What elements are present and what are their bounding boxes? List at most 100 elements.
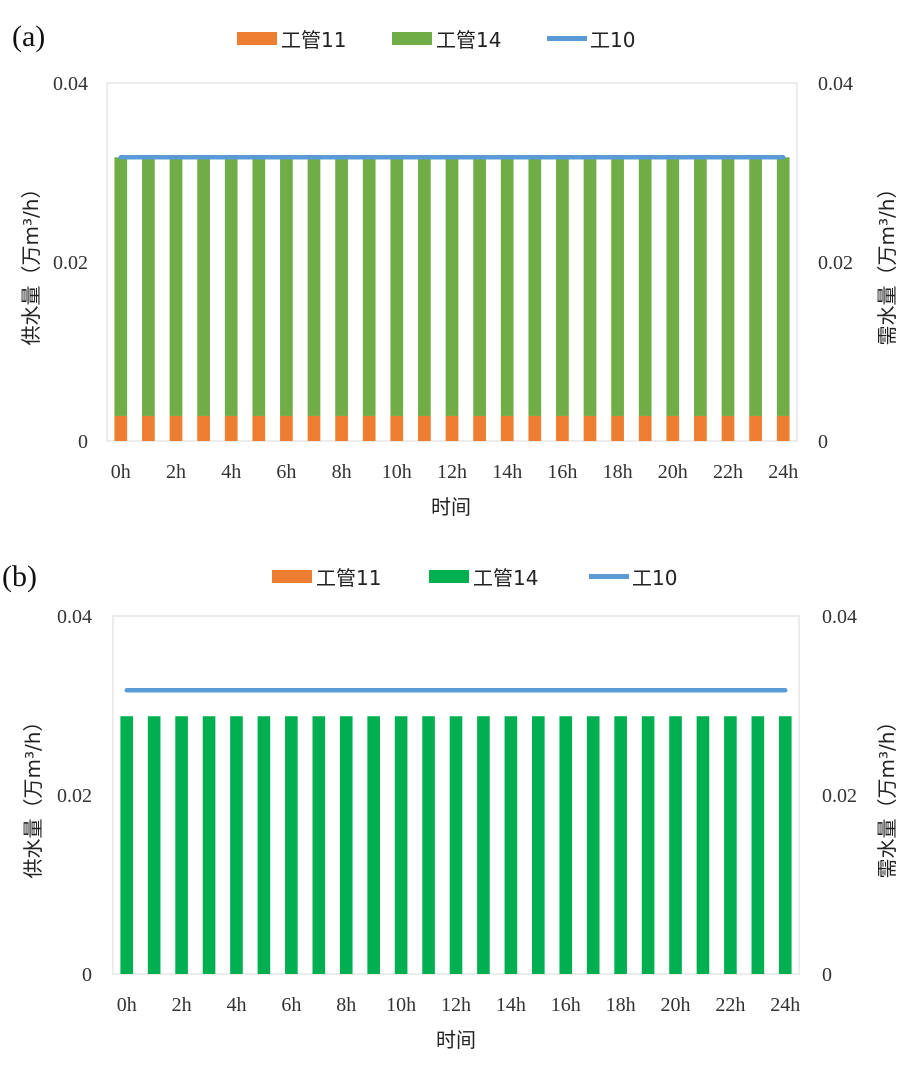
bar-b-s1-17h [586,716,600,974]
bar-a-s1-8h [335,157,348,416]
xticks-b: 0h 2h 4h 6h 8h 10h 12h 14h 16h 18h 20h 22h 24h [117,994,801,1016]
bar-b-s1-18h [614,716,627,974]
xtick-b-10h: 10h [386,994,416,1016]
bar-a-s0-0h [114,415,128,441]
bar-a-s1-0h [114,157,128,416]
chart-b-svg: (b) 工管11 工管14 工10 0 0.02 0.04 0 0.02 0.0… [2,560,899,1052]
bar-a-s0-21h [694,415,707,441]
bar-a-s0-14h [500,415,514,441]
xtick-b-22h: 22h [715,994,745,1016]
xtick-a-4h: 4h [221,461,241,483]
bar-a-s1-23h [749,157,762,416]
bar-a-s1-2h [169,157,183,416]
xtick-a-6h: 6h [276,461,296,483]
xtick-a-18h: 18h [603,461,633,483]
bar-b-s1-6h [285,716,298,974]
bar-b-s1-10h [394,716,408,974]
bar-a-s0-15h [528,415,542,441]
chart-panel-a: (a) 工管11 工管14 工10 0 0.02 0.04 0 0.02 0.0… [0,0,902,540]
xtick-a-16h: 16h [547,461,577,483]
ylabel-right-a: 需水量（万m³/h） [875,179,899,346]
bar-b-s1-0h [120,716,134,974]
panel-label-a: (a) [12,20,45,53]
panel-label-b: (b) [2,560,37,593]
xtick-a-22h: 22h [713,461,743,483]
legend-label-a-0: 工管11 [281,28,346,52]
bar-b-s1-21h [696,716,710,974]
xtick-a-24h: 24h [768,461,798,483]
bar-b-s1-13h [477,716,490,974]
ytick-left-b-1: 0.02 [57,785,92,807]
chart-panel-b: (b) 工管11 工管14 工10 0 0.02 0.04 0 0.02 0.0… [0,540,902,1082]
xtick-a-14h: 14h [492,461,522,483]
xtick-b-6h: 6h [281,994,301,1016]
xtick-b-18h: 18h [606,994,636,1016]
bar-a-s0-2h [169,415,183,441]
bar-a-s0-10h [390,415,404,441]
bar-a-s0-5h [252,415,266,441]
bar-a-s1-5h [252,157,266,416]
bar-a-s0-13h [473,415,486,441]
bar-a-s0-23h [749,415,762,441]
bar-b-s1-14h [504,716,518,974]
ytick-right-b-2: 0.04 [822,606,857,628]
ytick-right-a-1: 0.02 [818,252,853,274]
ytick-left-a-2: 0.04 [53,73,88,95]
bar-a-s0-24h [776,415,790,441]
ytick-right-a-0: 0 [818,431,828,453]
bar-a-s0-17h [583,415,597,441]
bar-a-s0-16h [556,415,569,441]
bar-b-s1-15h [532,716,545,974]
bar-b-s1-2h [175,716,188,974]
xtick-a-0h: 0h [111,461,131,483]
bar-a-s1-11h [418,157,431,416]
bar-a-s0-20h [666,415,680,441]
bar-a-s1-1h [142,157,155,416]
legend-label-b-2: 工10 [632,566,677,590]
bar-b-s1-12h [449,716,463,974]
bar-a-s1-18h [611,157,624,416]
xlabel-b: 时间 [436,1028,476,1052]
xtick-b-14h: 14h [496,994,526,1016]
bar-a-s1-3h [197,157,210,416]
bar-a-s1-22h [721,157,735,416]
bar-a-s0-9h [362,415,376,441]
ylabel-left-a: 供水量（万m³/h） [19,179,43,346]
xlabel-a: 时间 [431,495,471,519]
xtick-a-8h: 8h [332,461,352,483]
bars-a [114,155,790,441]
legend-swatch-a-1 [392,32,432,45]
bar-a-s1-21h [694,157,707,416]
xtick-b-24h: 24h [770,994,800,1016]
xtick-a-2h: 2h [166,461,186,483]
bar-a-s1-24h [776,157,790,416]
bar-a-s1-16h [556,157,569,416]
bar-a-s1-10h [390,157,404,416]
bar-a-s1-4h [224,157,238,416]
xticks-a: 0h 2h 4h 6h 8h 10h 12h 14h 16h 18h 20h 22h 24h [111,461,798,483]
bar-a-s1-14h [500,157,514,416]
bar-a-s1-15h [528,157,542,416]
legend-b: 工管11 工管14 工10 [272,566,677,590]
xtick-b-8h: 8h [336,994,356,1016]
xtick-b-2h: 2h [172,994,192,1016]
ylabel-left-b: 供水量（万m³/h） [21,712,45,879]
bar-b-s1-1h [147,716,161,974]
bar-a-s1-6h [280,157,293,416]
bar-a-s0-1h [142,415,155,441]
bar-b-s1-23h [751,716,765,974]
ylabel-right-b: 需水量（万m³/h） [875,712,899,879]
bar-a-s1-17h [583,157,597,416]
bar-a-s0-7h [307,415,321,441]
bar-b-s1-3h [202,716,216,974]
xtick-a-10h: 10h [382,461,412,483]
bar-a-s0-11h [418,415,431,441]
legend-label-b-1: 工管14 [473,566,538,590]
bar-b-s1-7h [312,716,326,974]
ytick-left-a-0: 0 [78,431,88,453]
bar-b-s1-5h [257,716,271,974]
bar-b-s1-24h [778,716,792,974]
bar-a-s0-19h [638,415,652,441]
bar-a-s1-12h [445,157,459,416]
bar-b-s1-16h [559,716,573,974]
